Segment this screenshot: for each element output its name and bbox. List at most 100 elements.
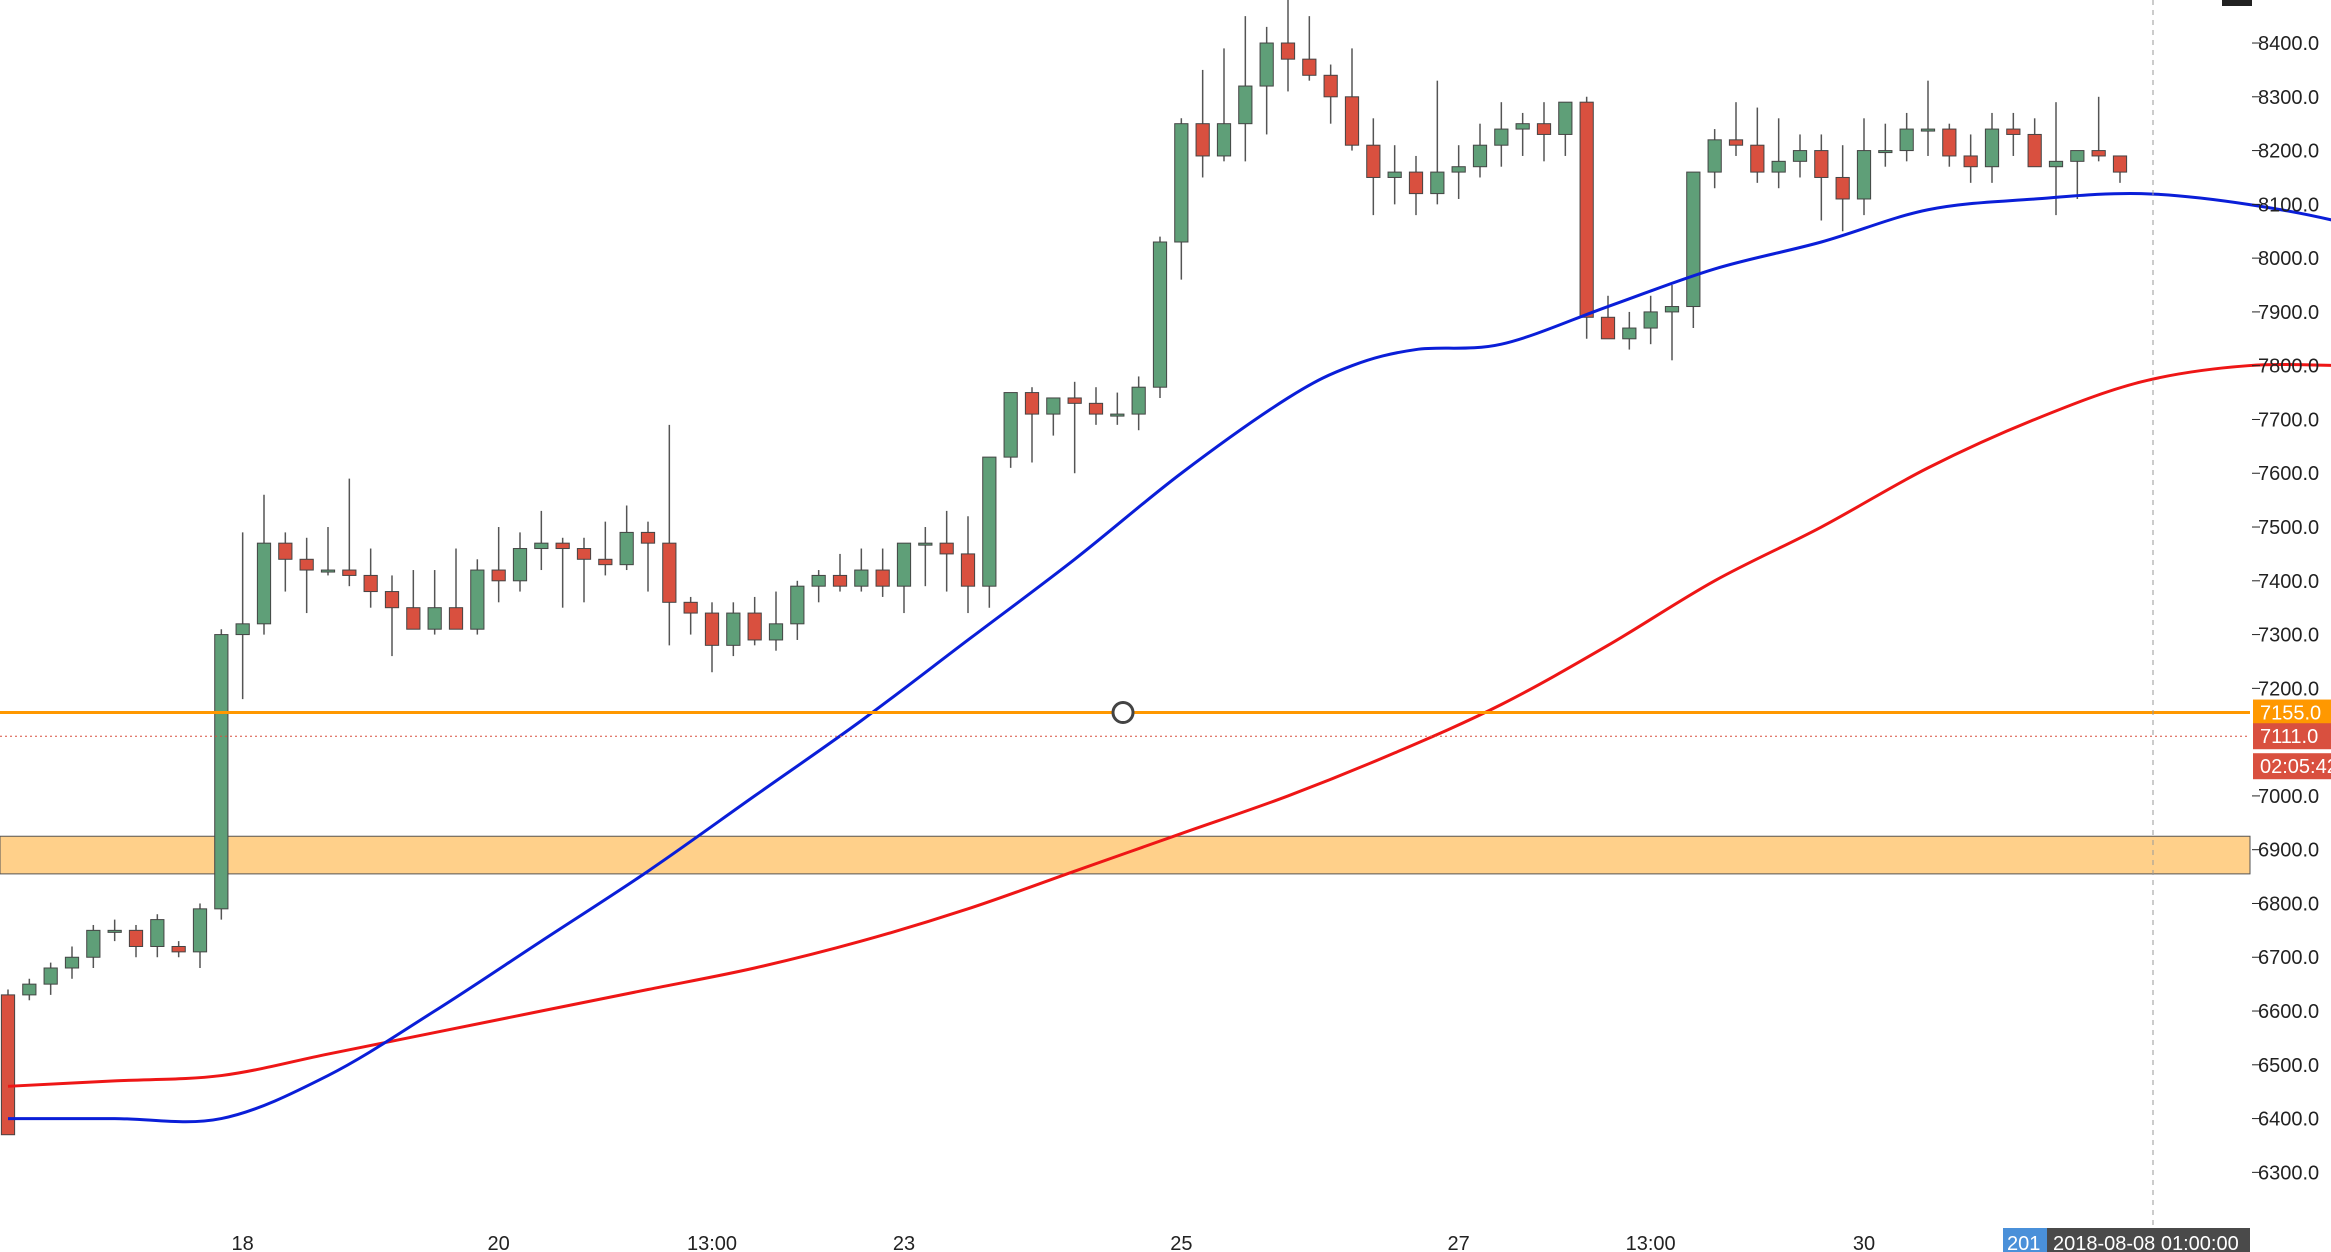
candle-down — [299, 558, 314, 571]
candle-down — [1536, 123, 1552, 135]
candle-down — [1067, 397, 1082, 404]
price-axis: 8400.0 8300.0 8200.0 8100.0 8000.0 7900.0 7800… — [2222, 0, 2319, 1184]
candle-up — [1259, 42, 1274, 87]
candle-down — [1600, 316, 1616, 340]
price-tag-label: 7111.0 — [2260, 726, 2318, 748]
candle-down — [704, 612, 720, 646]
candle-up — [1686, 171, 1701, 308]
time-axis-label: 18 — [232, 1233, 254, 1252]
candle-up — [619, 531, 634, 566]
candle-up — [64, 956, 80, 969]
moving-average-red — [7, 363, 2331, 1088]
candle-up — [726, 612, 741, 646]
candle-down — [1408, 171, 1424, 195]
candle-up — [1494, 128, 1509, 146]
price-tag — [2253, 699, 2331, 726]
price-axis-label: 7500.0 — [2258, 517, 2319, 539]
candle-up — [1046, 397, 1061, 415]
candle-down — [1195, 123, 1210, 157]
candle-down — [1323, 74, 1338, 98]
candle-up — [1643, 311, 1658, 329]
candle-down — [1088, 402, 1104, 415]
support-zone — [0, 835, 2251, 875]
time-axis: 182013:0023252713:0030Aug313:0062012018-… — [232, 1228, 2250, 1252]
candle-up — [1622, 327, 1637, 340]
candle-up — [86, 929, 101, 958]
price-axis-label: 8200.0 — [2258, 141, 2319, 163]
candle-down — [1344, 96, 1360, 146]
candle-down — [1835, 176, 1850, 200]
candle-down — [2091, 150, 2106, 157]
candle-up — [235, 623, 250, 636]
candle-down — [1579, 101, 1594, 318]
crosshair-date: 2018-08-08 01:00:00 — [2053, 1233, 2239, 1252]
candle-up — [107, 929, 122, 933]
candle-down — [960, 553, 976, 587]
candle-up — [1110, 413, 1125, 417]
price-tag — [2253, 753, 2331, 780]
moving-averages-layer — [7, 191, 2331, 1124]
price-axis-label: 8100.0 — [2258, 194, 2319, 216]
candle-up — [854, 569, 869, 587]
candle-up — [427, 607, 442, 630]
candle-down — [2027, 133, 2042, 168]
moving-average-blue — [8, 191, 2331, 1124]
candle-up — [1856, 150, 1872, 200]
candle-up — [43, 967, 58, 985]
candle-up — [1558, 101, 1573, 135]
candle-up — [790, 585, 805, 625]
candle-down — [576, 548, 592, 560]
candle-up — [768, 623, 784, 641]
candle-down — [1024, 392, 1040, 415]
time-axis-label: 27 — [1448, 1233, 1470, 1252]
candle-down — [640, 531, 656, 544]
candle-up — [918, 542, 933, 546]
candle-up — [1003, 392, 1018, 458]
candle-down — [683, 601, 698, 614]
candle-down — [0, 994, 16, 1136]
candle-down — [939, 542, 954, 555]
time-axis-label: 20 — [488, 1233, 510, 1252]
candle-up — [1771, 160, 1786, 173]
time-axis-label: 30 — [1853, 1233, 1875, 1252]
price-axis-label: 8400.0 — [2258, 33, 2319, 55]
candle-down — [1963, 155, 1978, 168]
candle-down — [1750, 144, 1765, 173]
price-axis-label: 7900.0 — [2258, 302, 2319, 324]
candle-up — [1664, 306, 1680, 313]
price-axis-label: 7300.0 — [2258, 625, 2319, 647]
candle-down — [128, 929, 144, 947]
candle-down — [1942, 128, 1957, 157]
candle-down — [662, 542, 677, 603]
candle-up — [1920, 128, 1936, 132]
candle-up — [1878, 150, 1893, 154]
candle-up — [982, 456, 997, 587]
candle-up — [470, 569, 485, 630]
candle-down — [1280, 42, 1296, 60]
price-axis-label: 6900.0 — [2258, 840, 2319, 862]
candle-up — [1707, 139, 1722, 173]
price-axis-label: 6600.0 — [2258, 1001, 2319, 1023]
candle-down — [406, 607, 421, 630]
candle-up — [256, 542, 272, 625]
crosshair-date-box — [2047, 1228, 2250, 1252]
candle-up — [1515, 123, 1530, 130]
price-axis-label: 6400.0 — [2258, 1109, 2319, 1131]
candle-up — [1792, 150, 1808, 162]
candle-down — [1728, 139, 1744, 146]
candle-up — [512, 548, 528, 582]
candle-up — [1152, 241, 1168, 388]
price-axis-label: 7200.0 — [2258, 678, 2319, 700]
candle-up — [2048, 160, 2064, 168]
line-handle — [1111, 701, 1135, 725]
time-axis-label: 13:00 — [1626, 1233, 1676, 1252]
time-axis-label: 13:00 — [687, 1233, 737, 1252]
candle-up — [1472, 144, 1488, 168]
candle-up — [192, 908, 208, 953]
crosshair-date-prefix: 201 — [2007, 1233, 2040, 1252]
candle-down — [384, 591, 400, 609]
candle-down — [832, 574, 848, 587]
price-axis-label: 7800.0 — [2258, 356, 2319, 378]
price-axis-label: 6500.0 — [2258, 1055, 2319, 1077]
